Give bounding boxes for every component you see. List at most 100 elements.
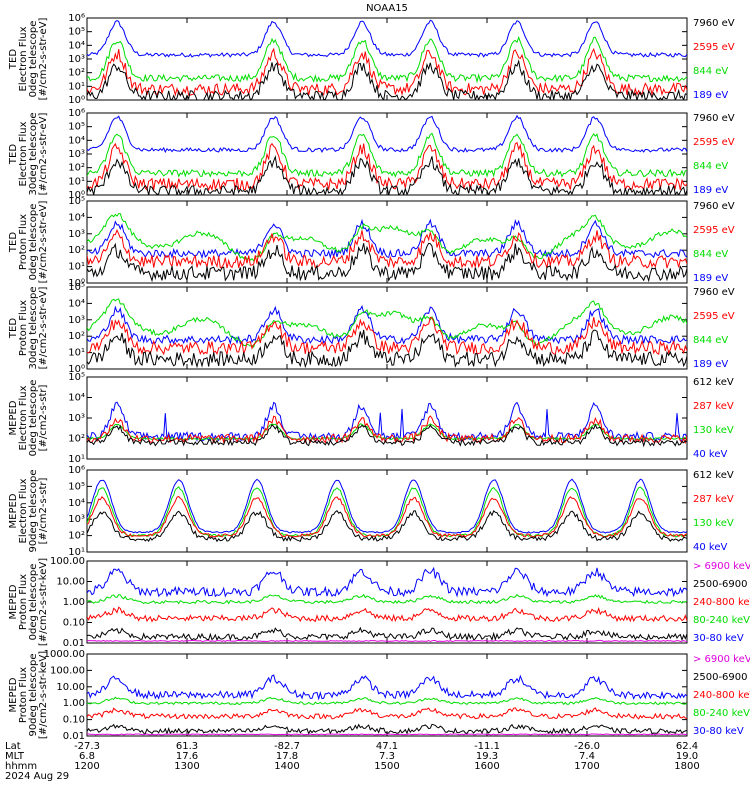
legend-entry: > 6900 keV	[693, 561, 750, 572]
series-line-blue	[87, 304, 687, 346]
legend-entry: 30-80 keV	[693, 633, 744, 644]
y-axis-label-line: Electron Flux	[18, 26, 29, 91]
footer-mlt: 7.3	[379, 751, 395, 762]
series-line-red	[87, 495, 687, 538]
y-axis-label-line: [#/cm2-s-str-eV]	[38, 113, 49, 196]
series-group	[87, 298, 687, 369]
series-line-green	[87, 132, 687, 178]
legend-entry: 189 eV	[693, 359, 728, 370]
footer-mlt: 17.8	[276, 751, 298, 762]
y-axis-label-line: [#/cm2-s-str]	[38, 477, 49, 544]
y-tick-label: 10⁴	[68, 40, 85, 51]
y-tick-label: 10⁰	[68, 364, 85, 375]
y-axis-label-line: MEPED	[8, 400, 19, 435]
y-axis-label: MEPEDElectron Flux0deg telescope[#/cm2-s…	[8, 380, 49, 457]
legend-entry: 189 eV	[693, 185, 728, 196]
footer-mlt: 19.3	[476, 751, 498, 762]
y-tick-label: 10¹	[68, 262, 85, 273]
y-tick-label: 10⁴	[68, 212, 85, 223]
y-tick-label: 10³	[68, 149, 85, 160]
y-tick-label: 10⁶	[68, 465, 85, 476]
y-tick-label: 100.00	[50, 556, 85, 567]
panel-4: 10⁰ 10¹ 10² 10³ 10⁴ 10⁵ TEDProton Flux30deg te…	[8, 282, 735, 375]
series-line-blue	[87, 218, 687, 260]
series-line-red	[87, 141, 687, 192]
legend-entry: 40 keV	[693, 449, 727, 460]
y-axis-label-line: Proton Flux	[18, 214, 29, 270]
series-line-magenta	[87, 639, 687, 643]
y-tick-label: 10²	[68, 68, 85, 79]
legend-entry: 240-800 keV	[693, 690, 750, 701]
legend-entry: 287 keV	[693, 401, 734, 412]
y-tick-label: 10²	[68, 434, 85, 445]
y-axis-label-line: Electron Flux	[18, 478, 29, 543]
series-line-blue	[87, 566, 687, 598]
y-tick-label: 10⁰	[68, 190, 85, 201]
y-axis-label: MEPEDProton Flux90deg telescope[#/cm2-s-…	[8, 651, 49, 739]
legend-entry: 287 keV	[693, 494, 734, 505]
footer-hhmm: 1400	[274, 761, 299, 772]
series-line-red	[87, 47, 687, 97]
y-axis-label-line: MEPED	[8, 677, 19, 712]
y-tick-label: 10⁵	[68, 282, 85, 293]
y-axis-label-line: 0deg telescope	[28, 564, 39, 641]
y-tick-label: 0.10	[63, 715, 85, 726]
series-line-black	[87, 626, 687, 642]
y-tick-label: 1.00	[63, 698, 85, 709]
y-axis-label: MEPEDElectron Flux90deg telescope[#/cm2-…	[8, 469, 49, 552]
y-tick-label: 10¹	[68, 176, 85, 187]
series-group	[87, 674, 687, 736]
y-axis-label: TEDElectron Flux30deg telescope[#/cm2-s-…	[8, 112, 49, 195]
y-tick-label: 10⁴	[68, 393, 85, 404]
y-axis-label-line: TED	[8, 144, 19, 165]
legend-entry: 7960 eV	[693, 113, 735, 124]
series-line-green	[87, 423, 687, 441]
legend-entry: 7960 eV	[693, 287, 735, 298]
footer-lat: -26.0	[574, 741, 600, 752]
footer-mlt: 7.4	[579, 751, 595, 762]
y-axis-label-line: 0deg telescope	[28, 380, 39, 457]
footer-hhmm: 1500	[374, 761, 399, 772]
legend-entry: 2595 eV	[693, 42, 735, 53]
legend-entry: 612 keV	[693, 470, 734, 481]
panel-5: 10¹ 10² 10³ 10⁴ 10⁵ MEPEDElectron Flux0deg te…	[8, 372, 734, 465]
y-axis-label-line: [#/cm2-s-str-eV]	[38, 201, 49, 284]
panel-frame	[86, 653, 688, 737]
y-tick-label: 10³	[68, 54, 85, 65]
series-line-magenta	[87, 733, 687, 736]
series-line-black	[87, 509, 687, 543]
y-axis-label-line: Electron Flux	[18, 385, 29, 450]
y-axis-label-line: [#/cm2-s-str-keV]	[38, 651, 49, 739]
footer-hhmm: 1700	[574, 761, 599, 772]
series-line-green	[87, 486, 687, 538]
y-tick-label: 0.10	[63, 618, 85, 629]
footer-mlt: 6.8	[79, 751, 95, 762]
legend-entry: 612 keV	[693, 377, 734, 388]
y-tick-label: 10⁵	[68, 122, 85, 133]
series-line-black	[87, 423, 687, 448]
legend-entry: 844 eV	[693, 335, 728, 346]
y-tick-label: 1.00	[63, 597, 85, 608]
y-axis-label-line: MEPED	[8, 584, 19, 619]
footer-lat: 62.4	[676, 741, 698, 752]
footer-row-label: Lat	[5, 741, 21, 752]
panel-2: 10⁰ 10¹ 10² 10³ 10⁴ 10⁵ 10⁶ TEDElectron Flux30d…	[8, 108, 735, 201]
y-tick-label: 10³	[68, 514, 85, 525]
y-axis-label: TEDProton Flux0deg telescope[#/cm2-s-str…	[8, 201, 49, 284]
y-axis-label-line: 0deg telescope	[28, 21, 39, 98]
y-axis-label-line: [#/cm2-s-str-eV]	[38, 287, 49, 370]
y-tick-label: 10⁰	[68, 278, 85, 289]
series-line-red	[87, 606, 687, 623]
series-line-green	[87, 35, 687, 84]
series-line-black	[87, 723, 687, 735]
legend-entry: 844 eV	[693, 66, 728, 77]
y-tick-label: 10⁵	[68, 481, 85, 492]
series-line-green	[87, 696, 687, 706]
series-line-blue	[87, 674, 687, 701]
y-axis-label-line: Electron Flux	[18, 121, 29, 186]
series-group	[87, 478, 687, 543]
footer-hhmm: 1300	[174, 761, 199, 772]
series-line-blue	[87, 401, 687, 443]
y-tick-label: 10⁵	[68, 27, 85, 38]
